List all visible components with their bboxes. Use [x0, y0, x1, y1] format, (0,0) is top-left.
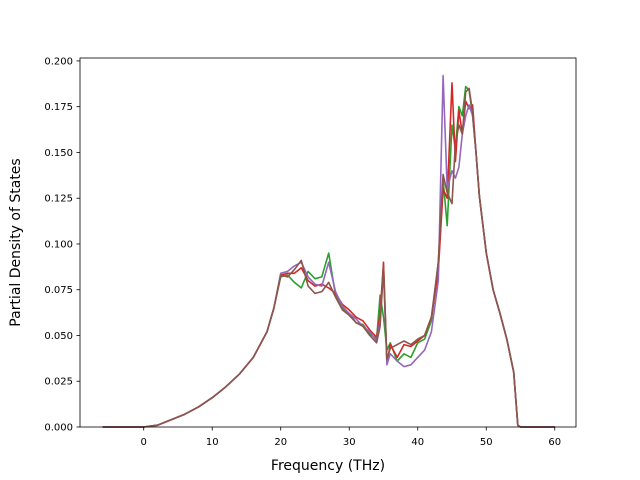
plot-area-frame — [79, 57, 577, 428]
y-tick-label: 0.150 — [44, 148, 73, 159]
x-tick-label: 50 — [480, 437, 493, 448]
x-tick-label: 40 — [411, 437, 424, 448]
y-axis: 0.000 0.025 0.050 0.075 0.100 0.125 0.150 0.175… — [44, 56, 80, 434]
x-tick-label: 10 — [206, 437, 219, 448]
series-line-4 — [102, 87, 555, 428]
y-tick-label: 0.050 — [44, 331, 73, 342]
y-tick-label: 0.000 — [44, 423, 73, 434]
x-tick-label: 20 — [274, 437, 287, 448]
x-tick-label: 30 — [343, 437, 356, 448]
x-axis-label: Frequency (THz) — [271, 458, 385, 474]
series-layer — [102, 74, 555, 428]
y-tick-label: 0.175 — [44, 102, 73, 113]
y-tick-label: 0.200 — [44, 56, 73, 67]
y-axis-label: Partial Density of States — [8, 158, 24, 326]
y-tick-label: 0.025 — [44, 377, 73, 388]
y-tick-label: 0.125 — [44, 194, 73, 205]
y-tick-label: 0.075 — [44, 285, 73, 296]
series-line-3 — [102, 74, 555, 428]
x-tick-label: 0 — [141, 437, 147, 448]
x-tick-label: 60 — [548, 437, 561, 448]
x-axis: 0 10 20 30 40 50 60 — [141, 427, 561, 448]
y-tick-label: 0.100 — [44, 239, 73, 250]
